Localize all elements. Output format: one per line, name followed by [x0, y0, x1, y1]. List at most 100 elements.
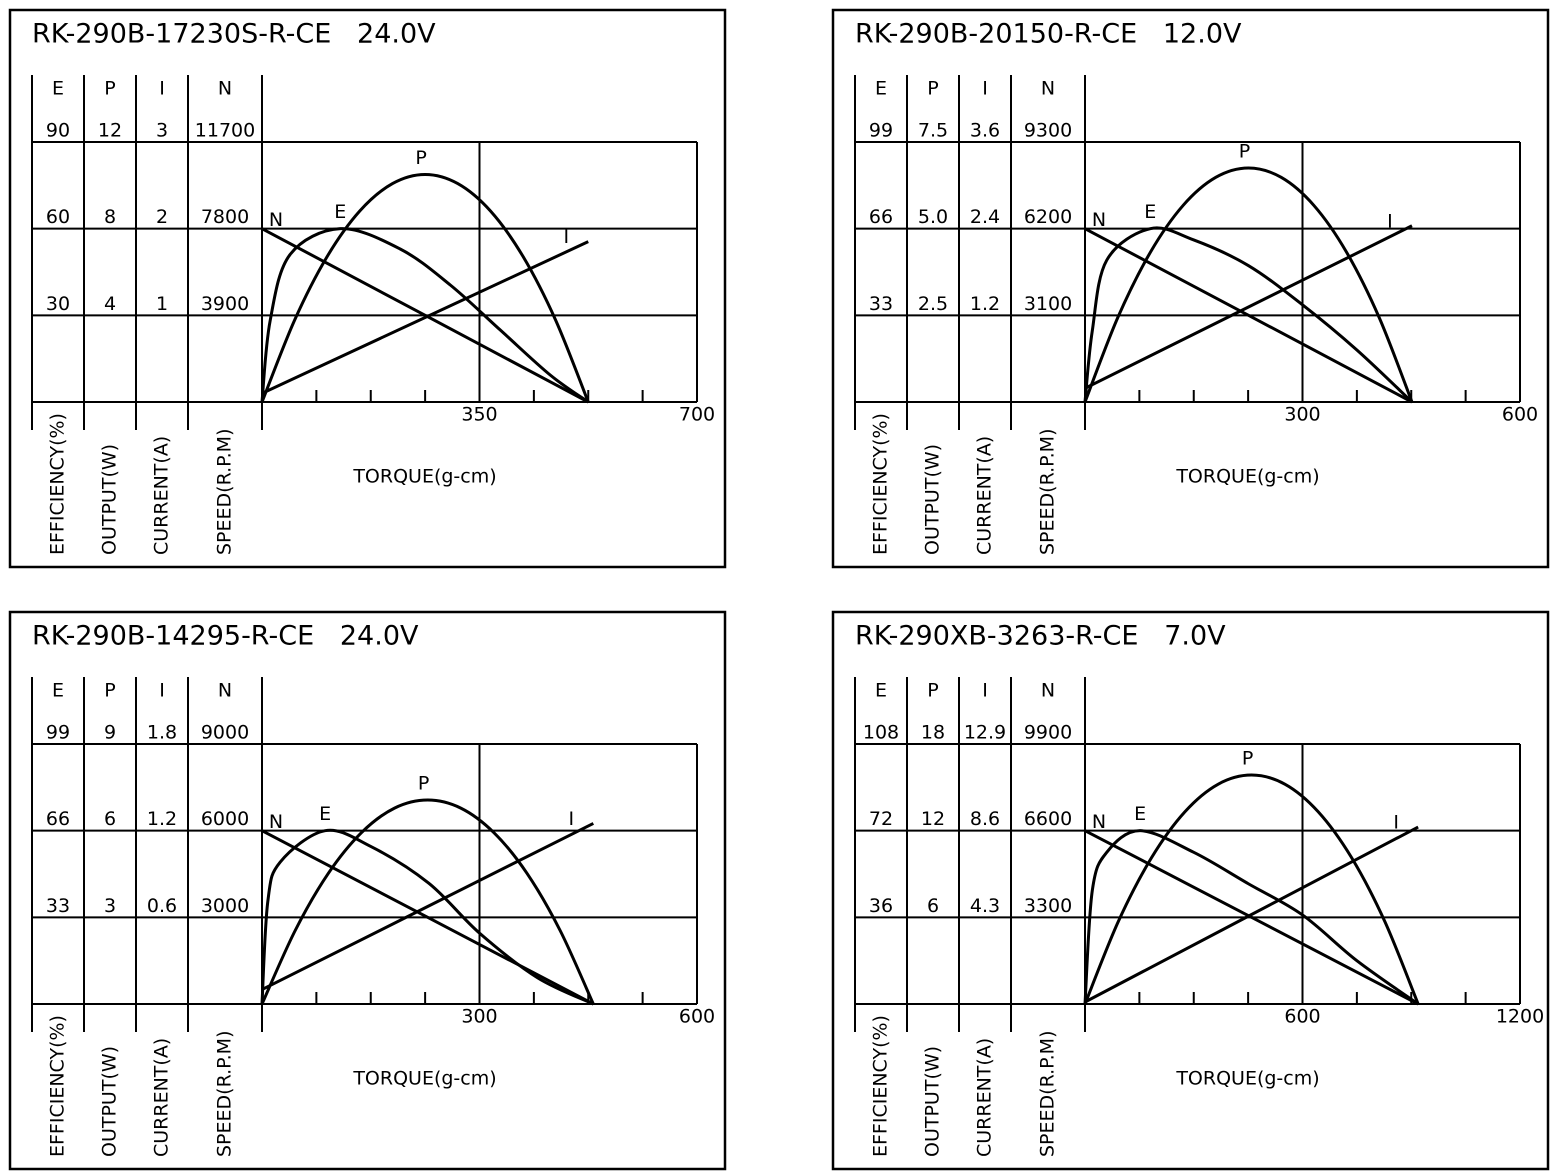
y-tick-label: 9900: [1024, 722, 1072, 744]
y-tick-label: 0.6: [147, 895, 177, 917]
curve-label: E: [319, 803, 331, 825]
x-axis-label: TORQUE(g-cm): [352, 1068, 496, 1090]
axis-letter: E: [875, 78, 887, 100]
y-tick-label: 7800: [201, 206, 249, 228]
y-tick-label: 6600: [1024, 808, 1072, 830]
axis-letter: N: [218, 78, 232, 100]
curve: [1083, 226, 1414, 404]
curve: [1084, 829, 1419, 1006]
axis-letter: I: [982, 78, 988, 100]
curve: [1084, 227, 1413, 404]
panel-border: [831, 610, 1550, 1171]
panel-border: [831, 8, 1550, 569]
y-tick-label: 36: [869, 895, 893, 917]
axis-letter: P: [104, 680, 115, 702]
axis-label: CURRENT(A): [151, 436, 173, 555]
x-axis-label: TORQUE(g-cm): [1175, 466, 1319, 488]
chart-panel: RK-290B-20150-R-CE 12.0V E EFFICIENCY(%) 33…: [831, 8, 1550, 569]
chart-panel: RK-290B-17230S-R-CE 24.0V E EFFICIENCY(%) 3…: [8, 8, 727, 569]
curve: [1083, 773, 1420, 1005]
y-tick-label: 9000: [201, 722, 249, 744]
x-axis-label: TORQUE(g-cm): [352, 466, 496, 488]
y-tick-label: 11700: [195, 120, 255, 142]
curve-label: P: [1239, 141, 1250, 163]
y-tick-label: 6: [927, 895, 939, 917]
x-tick-label: 600: [1502, 404, 1538, 426]
curve-label: N: [1092, 811, 1106, 833]
y-tick-label: 60: [46, 206, 70, 228]
axis-label: SPEED(R.P.M): [1037, 429, 1059, 555]
curve-label: E: [1144, 201, 1156, 223]
chart-panel: RK-290XB-3263-R-CE 7.0V E EFFICIENCY(%) 36 7…: [831, 610, 1550, 1171]
y-tick-label: 3: [156, 120, 168, 142]
axis-letter: E: [875, 680, 887, 702]
curve: [260, 227, 590, 404]
axis-label: EFFICIENCY(%): [47, 413, 69, 555]
axis-letter: P: [927, 78, 938, 100]
panel-border: [8, 610, 727, 1171]
y-tick-label: 12.9: [964, 722, 1006, 744]
curve-label: P: [1242, 748, 1253, 770]
x-tick-label: 350: [461, 404, 497, 426]
y-tick-label: 3900: [201, 293, 249, 315]
axis-label: SPEED(R.P.M): [214, 429, 236, 555]
chart-title: RK-290B-20150-R-CE 12.0V: [855, 19, 1242, 50]
axis-label: OUTPUT(W): [99, 1046, 121, 1157]
curve: [1083, 829, 1420, 1006]
axis-label: CURRENT(A): [974, 1038, 996, 1157]
y-tick-label: 6200: [1024, 206, 1072, 228]
axis-label: CURRENT(A): [151, 1038, 173, 1157]
curve-label: I: [1393, 812, 1399, 834]
y-tick-label: 66: [46, 808, 70, 830]
chart-title: RK-290B-17230S-R-CE 24.0V: [32, 19, 436, 50]
x-tick-label: 300: [1284, 404, 1320, 426]
y-tick-label: 66: [869, 206, 893, 228]
y-tick-label: 90: [46, 120, 70, 142]
y-tick-label: 7.5: [918, 120, 948, 142]
y-tick-label: 33: [869, 293, 893, 315]
axis-label: SPEED(R.P.M): [214, 1031, 236, 1157]
curve: [261, 822, 594, 991]
y-tick-label: 9300: [1024, 120, 1072, 142]
axis-letter: N: [1041, 680, 1055, 702]
curve-label: I: [1387, 210, 1393, 232]
y-tick-label: 99: [46, 722, 70, 744]
chart-panel: RK-290B-14295-R-CE 24.0VEEFFICIENCY(%)33…: [8, 610, 727, 1171]
y-tick-label: 1.2: [970, 293, 1000, 315]
axis-letter: I: [982, 680, 988, 702]
axis-label: OUTPUT(W): [922, 1046, 944, 1157]
curve: [260, 798, 595, 1005]
chart-title: RK-290B-14295-R-CE 24.0V: [32, 621, 419, 652]
panel-border: [8, 8, 727, 569]
y-tick-label: 72: [869, 808, 893, 830]
y-tick-label: 8: [104, 206, 116, 228]
curve-label: E: [1134, 803, 1146, 825]
axis-letter: P: [927, 680, 938, 702]
axis-label: CURRENT(A): [974, 436, 996, 555]
curve: [1083, 166, 1414, 403]
x-tick-label: 600: [1284, 1006, 1320, 1028]
axis-letter: E: [52, 680, 64, 702]
x-tick-label: 700: [679, 404, 715, 426]
axis-letter: I: [159, 78, 165, 100]
y-tick-label: 108: [863, 722, 899, 744]
curve-label: I: [563, 226, 569, 248]
y-tick-label: 8.6: [970, 808, 1000, 830]
curve-label: P: [418, 773, 429, 795]
y-tick-label: 2: [156, 206, 168, 228]
y-tick-label: 3300: [1024, 895, 1072, 917]
y-tick-label: 9: [104, 722, 116, 744]
y-tick-label: 30: [46, 293, 70, 315]
axis-letter: P: [104, 78, 115, 100]
y-tick-label: 99: [869, 120, 893, 142]
curve: [260, 828, 594, 1006]
axis-letter: N: [218, 680, 232, 702]
y-tick-label: 3000: [201, 895, 249, 917]
curve: [1084, 825, 1419, 1004]
y-tick-label: 2.4: [970, 206, 1000, 228]
axis-label: EFFICIENCY(%): [870, 413, 892, 555]
axis-label: EFFICIENCY(%): [870, 1015, 892, 1157]
y-tick-label: 6000: [201, 808, 249, 830]
y-tick-label: 1: [156, 293, 168, 315]
